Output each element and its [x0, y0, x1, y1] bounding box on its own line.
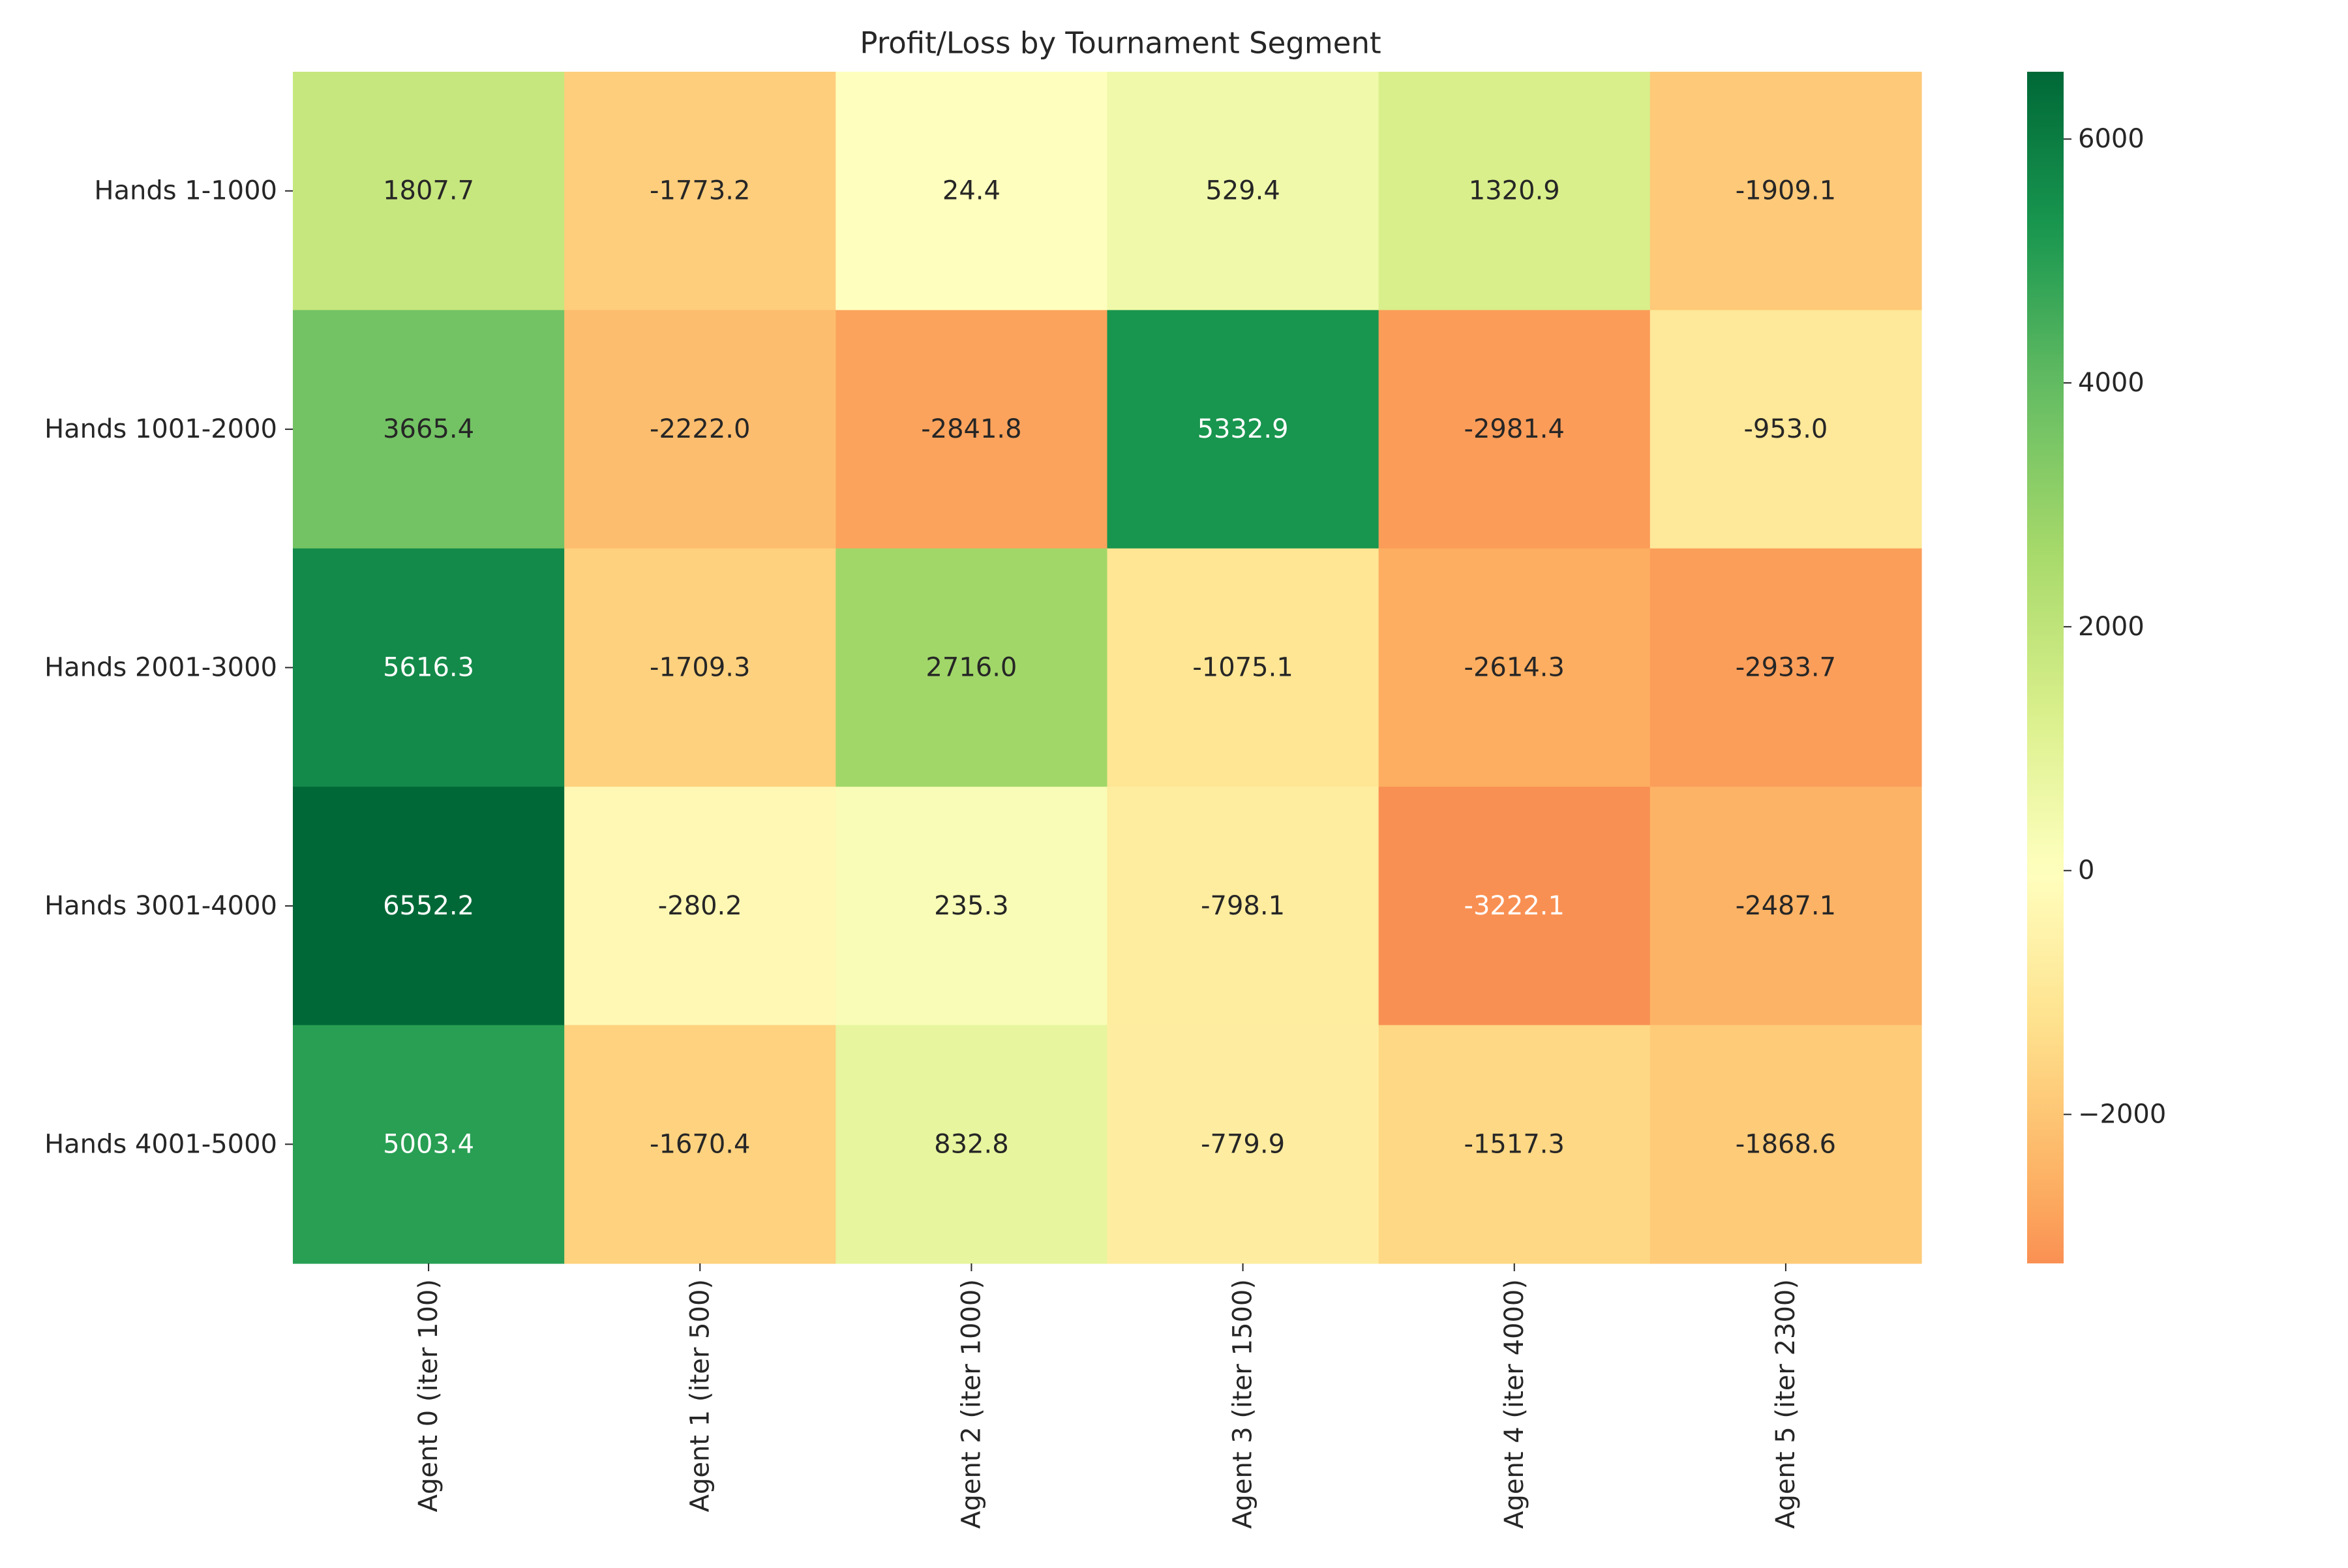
x-tick-label: Agent 2 (iter 1000)	[956, 1279, 986, 1529]
cell-value-label: 5332.9	[1197, 414, 1289, 444]
heatmap-cell	[293, 787, 565, 1026]
heatmap-cell	[835, 310, 1108, 549]
x-tick-label: Agent 4 (iter 4000)	[1499, 1279, 1529, 1529]
cell-value-label: -1773.2	[650, 176, 750, 206]
cell-value-label: -280.2	[658, 891, 742, 921]
cell-value-label: 3665.4	[383, 414, 474, 444]
x-tick-label: Agent 1 (iter 500)	[685, 1279, 715, 1512]
heatmap-cell	[835, 72, 1108, 310]
cell-value-label: 5003.4	[383, 1129, 474, 1159]
cell-value-label: -2614.3	[1464, 653, 1565, 683]
heatmap-cell	[1649, 548, 1922, 787]
heatmap-cell	[1378, 548, 1651, 787]
cell-value-label: -1868.6	[1736, 1129, 1836, 1159]
y-tick-label: Hands 3001-4000	[44, 891, 277, 921]
colorbar-tick-label: 2000	[2078, 612, 2145, 642]
colorbar-bar	[2027, 72, 2064, 1263]
heatmap-cell	[1107, 1025, 1379, 1264]
heatmap-cell	[1107, 787, 1379, 1026]
heatmap-cell	[1378, 787, 1651, 1026]
cell-value-label: -953.0	[1743, 414, 1828, 444]
colorbar-tick-label: 6000	[2078, 124, 2145, 154]
heatmap-cell	[1649, 72, 1922, 310]
cell-value-label: -1909.1	[1736, 176, 1836, 206]
heatmap-cell	[293, 1025, 565, 1264]
heatmap-cell	[1649, 310, 1922, 549]
heatmap-cell	[1378, 72, 1651, 310]
heatmap-cell	[564, 548, 836, 787]
cell-value-label: -2841.8	[921, 414, 1021, 444]
x-tick-label: Agent 5 (iter 2300)	[1771, 1279, 1801, 1529]
y-tick-label: Hands 4001-5000	[44, 1129, 277, 1159]
cell-value-label: 529.4	[1205, 176, 1280, 206]
heatmap-cell	[1107, 310, 1379, 549]
y-tick-label: Hands 1-1000	[94, 176, 277, 206]
heatmap-cell	[564, 787, 836, 1026]
x-axis: Agent 0 (iter 100) Agent 1 (iter 500) Agen…	[414, 1263, 1801, 1529]
y-tick-label: Hands 1001-2000	[44, 414, 277, 444]
heatmap-cell	[564, 72, 836, 310]
cell-value-label: -1517.3	[1464, 1129, 1565, 1159]
colorbar-tick-label: 4000	[2078, 368, 2145, 398]
x-tick-label: Agent 3 (iter 1500)	[1228, 1279, 1258, 1529]
cell-annotations: 1807.7 -1773.2 24.4 529.4 1320.9 -1909.1 3665.…	[383, 176, 1836, 1160]
cell-value-label: -1709.3	[650, 653, 750, 683]
cell-value-label: 24.4	[942, 176, 1001, 206]
cell-value-label: 2716.0	[926, 653, 1017, 683]
y-tick-label: Hands 2001-3000	[44, 653, 277, 683]
colorbar: −2000 0 2000 4000 6000	[2027, 72, 2166, 1263]
colorbar-tick-label: 0	[2078, 856, 2094, 886]
heatmap-cell	[1107, 72, 1379, 310]
cell-value-label: 235.3	[934, 891, 1009, 921]
heatmap-cell	[835, 787, 1108, 1026]
cell-value-label: 1320.9	[1469, 176, 1560, 206]
cell-value-label: -3222.1	[1464, 891, 1565, 921]
cell-value-label: -779.9	[1201, 1129, 1285, 1159]
heatmap-cell	[293, 310, 565, 549]
cell-value-label: 832.8	[934, 1129, 1009, 1159]
cell-value-label: -2981.4	[1464, 414, 1565, 444]
cell-value-label: 6552.2	[383, 891, 474, 921]
heatmap-cells	[293, 72, 1922, 1264]
chart-title: Profit/Loss by Tournament Segment	[860, 26, 1381, 61]
cell-value-label: 1807.7	[383, 176, 474, 206]
heatmap-cell	[1378, 310, 1651, 549]
colorbar-tick-label: −2000	[2078, 1100, 2166, 1130]
heatmap-cell	[1649, 1025, 1922, 1264]
heatmap-cell	[293, 72, 565, 310]
heatmap-cell	[293, 548, 565, 787]
heatmap-cell	[1378, 1025, 1651, 1264]
heatmap-cell	[564, 1025, 836, 1264]
heatmap-cell	[564, 310, 836, 549]
cell-value-label: -2487.1	[1736, 891, 1836, 921]
heatmap-cell	[835, 548, 1108, 787]
cell-value-label: -798.1	[1201, 891, 1285, 921]
x-tick-label: Agent 0 (iter 100)	[414, 1279, 444, 1512]
cell-value-label: 5616.3	[383, 653, 474, 683]
cell-value-label: -1075.1	[1192, 653, 1293, 683]
heatmap-cell	[1649, 787, 1922, 1026]
heatmap-cell	[835, 1025, 1108, 1264]
cell-value-label: -1670.4	[650, 1129, 750, 1159]
y-axis: Hands 1-1000 Hands 1001-2000 Hands 2001-30…	[44, 176, 293, 1159]
heatmap-cell	[1107, 548, 1379, 787]
cell-value-label: -2222.0	[650, 414, 750, 444]
cell-value-label: -2933.7	[1736, 653, 1836, 683]
